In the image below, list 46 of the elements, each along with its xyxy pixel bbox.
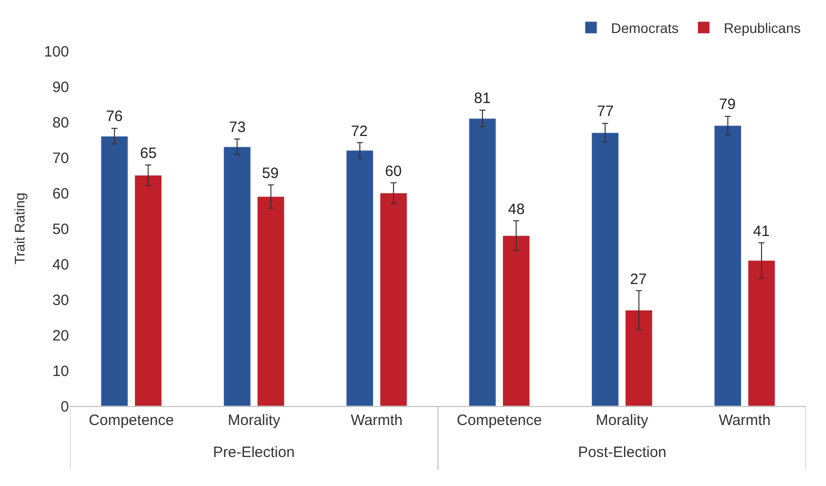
bar: [591, 132, 619, 406]
bar: [502, 235, 530, 406]
data-label: 79: [719, 96, 736, 113]
data-label: 48: [508, 201, 525, 218]
data-label: 27: [630, 271, 647, 288]
legend-label: Republicans: [724, 20, 801, 36]
text: Pre-Election: [213, 444, 295, 461]
bar: [346, 150, 374, 406]
y-tick-label: 100: [44, 43, 69, 60]
bar: [257, 196, 285, 406]
x-tick-label: Warmth: [718, 412, 771, 429]
data-label: 73: [229, 119, 246, 136]
bar: [223, 146, 251, 406]
bar: [100, 136, 128, 406]
data-label: 72: [351, 123, 368, 140]
y-tick-label: 80: [52, 114, 69, 132]
data-label: 60: [385, 163, 402, 180]
y-tick-label: 20: [52, 327, 69, 344]
data-label: 65: [140, 145, 157, 162]
x-tick-label: Morality: [228, 412, 281, 429]
x-tick-label: Morality: [596, 412, 649, 429]
y-tick-label: 60: [52, 185, 69, 202]
bar: [625, 310, 653, 406]
data-label: 41: [753, 223, 770, 240]
y-tick-label: 0: [60, 398, 69, 416]
y-tick-label: 70: [52, 150, 69, 167]
y-tick-label: 50: [52, 220, 69, 238]
bar: [468, 118, 496, 406]
data-label: 76: [106, 108, 123, 125]
y-tick-label: 40: [52, 256, 69, 274]
bar: [748, 260, 776, 406]
bar: [134, 175, 162, 406]
bar: [714, 125, 742, 406]
y-tick-label: 10: [52, 362, 69, 380]
x-tick-label: Competence: [456, 412, 542, 429]
legend-label: Democrats: [611, 20, 679, 36]
x-tick-label: Warmth: [350, 412, 403, 429]
text: Post-Election: [578, 444, 666, 461]
y-axis-title: Trait Rating: [12, 192, 28, 264]
data-label: 81: [474, 90, 491, 107]
y-tick-label: 30: [52, 292, 69, 309]
data-label: 77: [597, 103, 614, 120]
bar: [380, 192, 408, 406]
y-tick-label: 90: [52, 78, 69, 96]
x-tick-label: Competence: [88, 412, 174, 429]
data-label: 59: [262, 165, 279, 182]
